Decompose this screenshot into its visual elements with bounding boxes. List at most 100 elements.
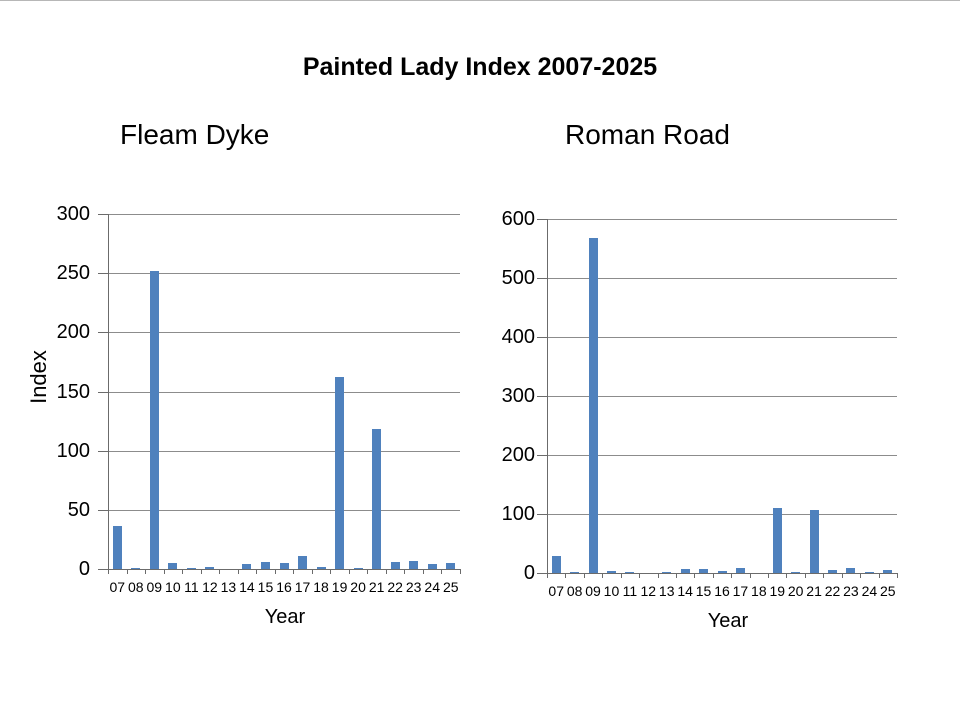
x-tick-label: 20 — [787, 583, 804, 599]
bar-17 — [736, 568, 745, 573]
x-tick-label: 21 — [368, 579, 385, 595]
x-tick-label: 10 — [603, 583, 620, 599]
x-tick-label: 18 — [313, 579, 329, 595]
x-tick-label: 14 — [239, 579, 255, 595]
bar-16 — [718, 571, 727, 573]
x-tick — [860, 573, 861, 578]
y-tick-label: 600 — [501, 208, 535, 230]
bar-14 — [242, 564, 251, 569]
x-tick-label: 24 — [861, 583, 878, 599]
x-tick — [621, 573, 622, 578]
x-tick — [823, 573, 824, 578]
y-tick — [537, 514, 547, 515]
bar-20 — [354, 568, 363, 569]
bar-17 — [298, 556, 307, 569]
bar-11 — [625, 572, 634, 573]
y-tick — [537, 455, 547, 456]
y-axis — [108, 214, 109, 574]
x-tick — [879, 573, 880, 578]
bar-21 — [372, 429, 381, 569]
x-tick — [182, 569, 183, 574]
x-tick-label: 12 — [640, 583, 657, 599]
x-tick — [768, 573, 769, 578]
y-tick — [98, 273, 108, 274]
x-tick-label: 17 — [294, 579, 311, 595]
x-tick — [547, 573, 548, 578]
y-tick-label: 400 — [501, 326, 535, 348]
x-tick — [584, 573, 585, 578]
bar-07 — [113, 526, 122, 569]
gridline — [547, 219, 897, 220]
y-tick-label: 100 — [56, 440, 90, 462]
y-tick — [98, 510, 108, 511]
x-tick-label: 23 — [843, 583, 859, 599]
y-tick — [537, 337, 547, 338]
x-tick-label: 24 — [424, 579, 440, 595]
x-tick — [805, 573, 806, 578]
x-tick-label: 13 — [658, 583, 675, 599]
y-tick-label: 300 — [56, 203, 90, 225]
bar-25 — [446, 563, 455, 569]
bar-19 — [335, 377, 344, 569]
y-tick-label: 100 — [501, 503, 535, 525]
y-tick-label: 50 — [67, 499, 90, 521]
x-tick-label: 08 — [566, 583, 583, 599]
x-tick — [312, 569, 313, 574]
y-tick-label: 150 — [56, 381, 90, 403]
x-tick-label: 20 — [350, 579, 366, 595]
bar-07 — [552, 556, 561, 573]
x-axis-title: Year — [707, 610, 749, 632]
y-tick — [537, 573, 547, 574]
x-tick — [404, 569, 405, 574]
bar-10 — [168, 563, 177, 569]
x-tick — [145, 569, 146, 574]
y-tick-label: 0 — [78, 558, 90, 580]
x-tick-label: 07 — [109, 579, 126, 595]
y-tick — [98, 214, 108, 215]
x-axis-title: Year — [264, 606, 306, 628]
bar-24 — [428, 564, 437, 569]
y-tick-label: 0 — [523, 562, 535, 584]
x-tick-label: 22 — [387, 579, 403, 595]
x-tick-label: 23 — [405, 579, 422, 595]
gridline — [108, 214, 460, 215]
bar-09 — [589, 238, 598, 573]
gridline — [108, 273, 460, 274]
gridline — [108, 510, 460, 511]
x-tick — [842, 573, 843, 578]
y-axis — [547, 219, 548, 578]
x-tick-label: 16 — [276, 579, 292, 595]
y-tick-label: 300 — [501, 385, 535, 407]
gridline — [547, 455, 897, 456]
x-tick — [676, 573, 677, 578]
x-tick — [602, 573, 603, 578]
x-tick — [750, 573, 751, 578]
x-tick — [386, 569, 387, 574]
y-tick — [98, 392, 108, 393]
chart-subtitle-roman-road: Roman Road — [565, 119, 730, 150]
bar-11 — [187, 568, 196, 569]
x-tick-label: 14 — [677, 583, 693, 599]
x-tick-label: 10 — [165, 579, 181, 595]
x-tick-label: 16 — [714, 583, 730, 599]
x-tick-label: 09 — [146, 579, 163, 595]
x-tick-label: 11 — [622, 583, 638, 599]
y-tick — [537, 396, 547, 397]
bar-23 — [409, 561, 418, 569]
x-tick — [330, 569, 331, 574]
bar-18 — [317, 567, 326, 569]
y-tick-label: 250 — [56, 262, 90, 284]
bar-12 — [205, 567, 214, 569]
x-tick — [658, 573, 659, 578]
x-axis — [108, 569, 460, 570]
bar-23 — [846, 568, 855, 573]
bar-22 — [391, 562, 400, 569]
x-tick — [164, 569, 165, 574]
y-axis-title: Index — [26, 350, 51, 404]
x-tick — [275, 569, 276, 574]
gridline — [547, 396, 897, 397]
gridline — [108, 392, 460, 393]
x-tick — [565, 573, 566, 578]
x-tick-label: 22 — [824, 583, 841, 599]
